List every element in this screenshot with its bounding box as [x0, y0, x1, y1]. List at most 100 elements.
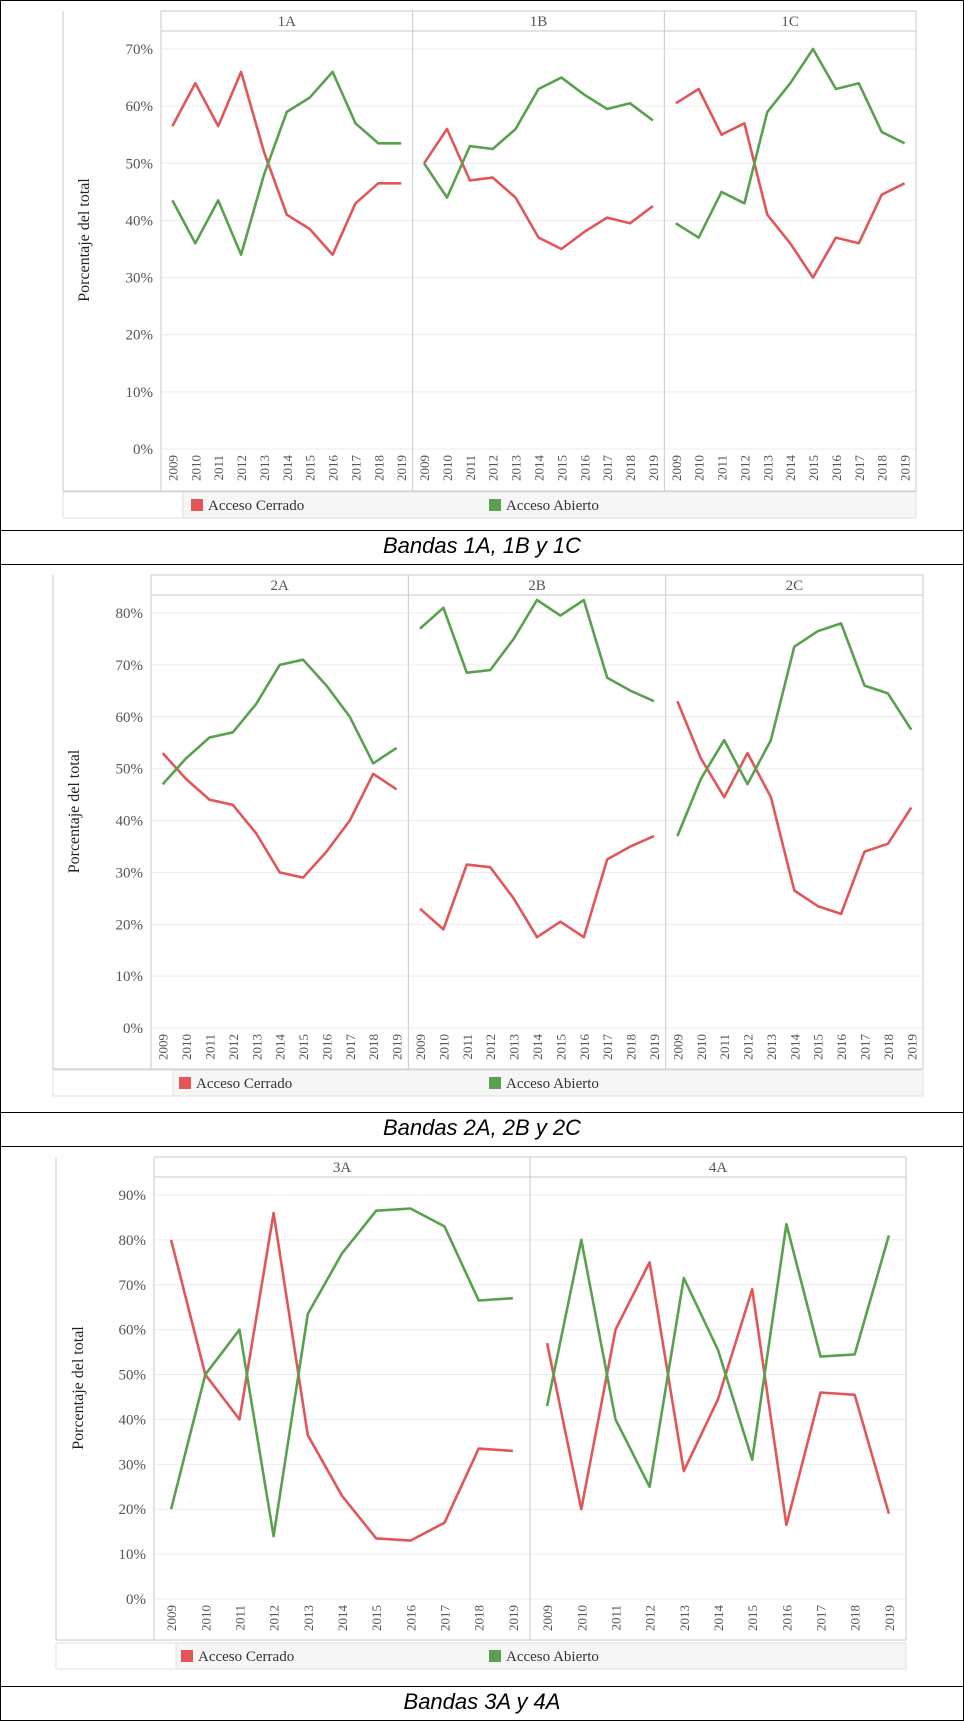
legend-empty-box: [52, 1069, 174, 1097]
panel-title-4A: 4A: [709, 1160, 728, 1176]
chart-cell-2: 0% 10% 20% 30% 40% 50% 60% 70% 80% Porcentaje del…: [0, 565, 964, 1113]
x-tick-label: 2015: [554, 455, 569, 481]
panel-title-1B: 1B: [530, 14, 548, 30]
series-line-4A-acceso-abierto: [545, 1222, 891, 1489]
x-tick-label: 2019: [646, 455, 661, 481]
x-tick-label: 2016: [779, 1605, 794, 1632]
x-tick-label: 2018: [875, 455, 890, 481]
y-tick-label: 10%: [126, 385, 154, 401]
x-tick-label: 2012: [483, 1034, 498, 1060]
panel-title-2B: 2B: [528, 578, 546, 594]
x-tick-label: 2014: [711, 1605, 726, 1632]
x-tick-label: 2019: [904, 1034, 919, 1060]
y-tick-label: 40%: [116, 814, 144, 830]
caption-bandas-3: Bandas 3A y 4A: [0, 1687, 964, 1721]
x-tick-label: 2018: [371, 455, 386, 481]
x-tick-label: 2016: [326, 455, 341, 482]
y-tick-label: 50%: [116, 762, 144, 778]
series-line-1A-acceso-cerrado: [171, 70, 402, 256]
y-tick-label: 30%: [116, 865, 144, 881]
x-tick-label: 2016: [577, 1034, 592, 1061]
x-tick-label: 2009: [417, 455, 432, 481]
series-line-1C-acceso-abierto: [675, 47, 906, 239]
panel-title-2A: 2A: [270, 578, 289, 594]
y-tick-label: 40%: [119, 1412, 147, 1428]
y-tick-label: 0%: [133, 442, 153, 458]
x-tick-label: 2013: [764, 1034, 779, 1060]
chart-bandas-3: 0% 10% 20% 30% 40% 50% 60% 70% 80% 90% Porcentaje …: [55, 1156, 907, 1670]
y-tick-label: 0%: [126, 1592, 146, 1608]
x-tick-label: 2010: [694, 1034, 709, 1060]
x-tick-label: 2012: [486, 455, 501, 481]
x-tick-label: 2018: [848, 1605, 863, 1631]
y-axis-title: Porcentaje del total: [66, 749, 83, 873]
x-tick-label: 2018: [472, 1605, 487, 1631]
x-tick-label: 2012: [226, 1034, 241, 1060]
x-tick-label: 2016: [403, 1605, 418, 1632]
x-tick-label: 2017: [348, 455, 363, 482]
x-tick-label: 2017: [858, 1034, 873, 1061]
legend-label-acceso-cerrado: Acceso Cerrado: [196, 1076, 292, 1092]
y-axis-title: Porcentaje del total: [70, 1326, 87, 1450]
x-tick-label: 2016: [577, 455, 592, 482]
x-tick-label: 2013: [760, 455, 775, 481]
legend-label-acceso-abierto: Acceso Abierto: [506, 1076, 599, 1092]
legend-label-acceso-cerrado: Acceso Cerrado: [208, 498, 304, 514]
y-tick-label: 60%: [116, 710, 144, 726]
y-tick-label: 10%: [116, 969, 144, 985]
x-tick-label: 2017: [814, 1605, 829, 1632]
legend-swatch-acceso-abierto: [489, 499, 501, 511]
x-tick-label: 2015: [369, 1605, 384, 1631]
legend-swatch-acceso-cerrado: [179, 1077, 191, 1089]
x-tick-label: 2014: [783, 455, 798, 482]
x-tick-label: 2019: [394, 455, 409, 481]
x-tick-label: 2017: [600, 455, 615, 482]
y-tick-label: 90%: [119, 1188, 147, 1204]
x-tick-label: 2014: [273, 1034, 288, 1061]
x-tick-label: 2012: [643, 1605, 658, 1631]
x-tick-label: 2011: [463, 455, 478, 481]
x-tick-label: 2015: [553, 1034, 568, 1060]
x-tick-label: 2015: [811, 1034, 826, 1060]
x-tick-label: 2011: [715, 455, 730, 481]
x-tick-label: 2018: [623, 455, 638, 481]
x-tick-label: 2014: [280, 455, 295, 482]
x-tick-label: 2015: [296, 1034, 311, 1060]
panel-title-3A: 3A: [333, 1160, 352, 1176]
series-line-4A-acceso-cerrado: [545, 1261, 891, 1527]
x-tick-label: 2013: [249, 1034, 264, 1060]
x-tick-label: 2012: [737, 455, 752, 481]
legend-swatch-acceso-abierto: [489, 1077, 501, 1089]
x-tick-label: 2017: [600, 1034, 615, 1061]
x-tick-label: 2009: [670, 1034, 685, 1060]
series-line-2C-acceso-abierto: [676, 622, 913, 837]
series-line-1A-acceso-abierto: [171, 70, 402, 256]
chart-cell-3: 0% 10% 20% 30% 40% 50% 60% 70% 80% 90% Porcentaje …: [0, 1147, 964, 1687]
x-tick-label: 2010: [440, 455, 455, 481]
series-line-2A-acceso-cerrado: [161, 752, 398, 879]
y-tick-label: 50%: [126, 156, 154, 172]
x-tick-label: 2010: [188, 455, 203, 481]
x-tick-label: 2011: [232, 1605, 247, 1631]
y-tick-label: 40%: [126, 213, 154, 229]
legend-swatch-acceso-abierto: [489, 1650, 501, 1662]
chart-bandas-2: 0% 10% 20% 30% 40% 50% 60% 70% 80% Porcentaje del…: [52, 574, 924, 1097]
chart-bandas-1: 0% 10% 20% 30% 40% 50% 60% 70% Porcentaje del to…: [62, 10, 917, 519]
series-line-2B-acceso-cerrado: [419, 834, 655, 939]
legend-label-acceso-abierto: Acceso Abierto: [506, 1649, 599, 1665]
x-tick-label: 2011: [202, 1034, 217, 1060]
x-tick-label: 2009: [413, 1034, 428, 1060]
series-line-1B-acceso-abierto: [423, 76, 654, 199]
y-tick-label: 60%: [119, 1323, 147, 1339]
x-tick-label: 2017: [343, 1034, 358, 1061]
legend-empty-box: [55, 1642, 177, 1670]
x-tick-label: 2011: [608, 1605, 623, 1631]
y-tick-label: 70%: [126, 42, 154, 58]
series-line-2C-acceso-cerrado: [676, 700, 913, 916]
legend-label-acceso-cerrado: Acceso Cerrado: [198, 1649, 294, 1665]
x-tick-label: 2015: [806, 455, 821, 481]
y-tick-label: 10%: [119, 1547, 147, 1563]
series-line-1B-acceso-cerrado: [423, 127, 654, 251]
x-tick-label: 2014: [787, 1034, 802, 1061]
